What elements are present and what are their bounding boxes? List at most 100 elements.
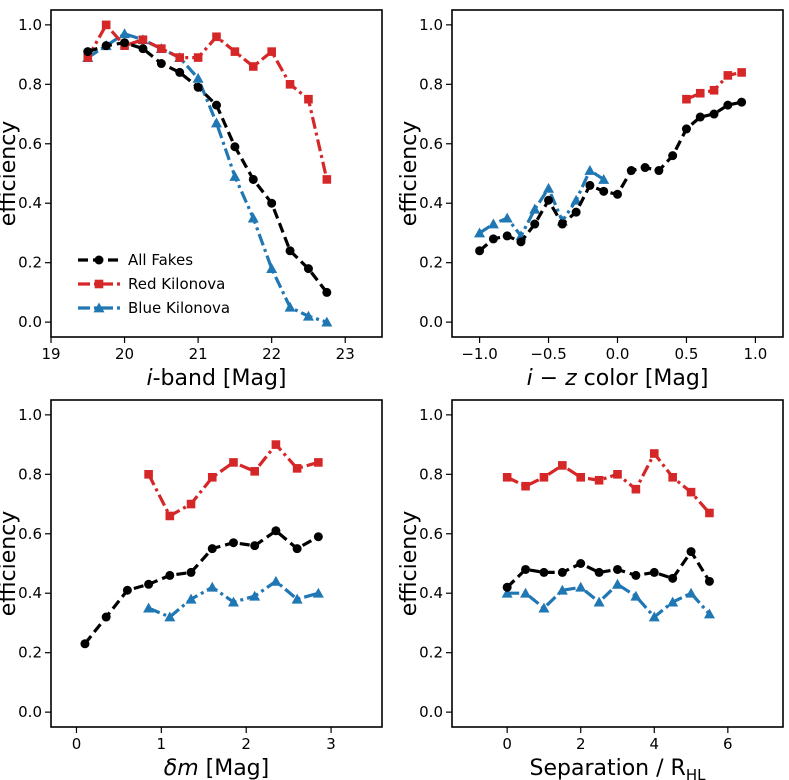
data-point-blue — [529, 203, 541, 214]
data-point-blue — [570, 194, 582, 205]
x-axis-label: i − z color [Mag] — [527, 366, 709, 391]
data-point-all — [539, 567, 549, 577]
data-point-red — [271, 440, 281, 449]
y-tick-label: 0.0 — [419, 313, 443, 331]
series-line-blue — [478, 168, 605, 238]
y-tick-label: 0.4 — [18, 584, 42, 602]
data-point-all — [594, 567, 604, 577]
data-point-all — [80, 639, 90, 649]
y-tick-label: 0.8 — [419, 465, 443, 483]
data-point-all — [530, 219, 540, 229]
series-line-all — [506, 549, 711, 589]
y-tick-label: 0.0 — [18, 703, 42, 721]
data-point-all — [613, 564, 622, 574]
data-point-all — [313, 532, 323, 542]
y-tick-label: 0.8 — [419, 75, 443, 93]
data-point-red — [304, 94, 313, 104]
data-point-all — [723, 100, 733, 110]
data-point-all — [250, 541, 260, 551]
data-point-all — [544, 195, 554, 205]
data-point-red — [212, 32, 221, 42]
legend: All Fakes Red Kilonova Blue Kilonova — [78, 251, 230, 317]
data-point-all — [207, 544, 217, 554]
data-point-all — [502, 231, 512, 241]
data-point-all — [186, 567, 196, 577]
data-point-all — [521, 564, 531, 574]
data-point-red — [695, 88, 705, 98]
data-point-red — [558, 461, 567, 470]
data-point-all — [686, 547, 696, 557]
data-point-all — [285, 246, 295, 256]
data-point-red — [230, 47, 240, 56]
data-point-blue — [119, 28, 131, 39]
data-point-blue — [229, 170, 241, 181]
data-point-red — [285, 80, 295, 89]
axes-frame — [50, 9, 383, 338]
data-point-red — [709, 85, 719, 95]
x-tick-label: 0 — [502, 735, 512, 753]
data-point-blue — [584, 165, 596, 175]
axes-frame — [451, 399, 784, 728]
data-point-red — [737, 68, 746, 77]
data-point-all — [122, 585, 132, 595]
data-point-blue — [685, 587, 697, 598]
data-point-all — [585, 180, 595, 190]
axes-frame — [451, 9, 784, 338]
data-point-all — [631, 570, 641, 580]
y-axis-label: efficiency — [397, 511, 422, 617]
data-point-all — [626, 166, 636, 176]
data-point-blue — [192, 72, 204, 83]
data-point-blue — [164, 611, 176, 622]
data-point-all — [599, 186, 609, 196]
data-point-blue — [302, 310, 314, 321]
y-tick-label: 0.2 — [419, 254, 443, 272]
data-point-blue — [321, 316, 333, 327]
data-point-all — [475, 246, 485, 256]
data-point-red — [631, 484, 641, 494]
x-tick-label: 0.5 — [675, 345, 699, 363]
x-axis-label: i-band [Mag] — [146, 366, 286, 391]
data-point-red — [229, 458, 238, 467]
data-point-all — [654, 166, 664, 176]
y-axis-label: efficiency — [397, 121, 422, 227]
x-axis-label: δm [Mag] — [164, 756, 269, 780]
data-point-blue — [291, 593, 303, 604]
data-point-all — [576, 559, 586, 568]
data-point-blue — [538, 602, 550, 613]
y-tick-label: 0.2 — [419, 644, 443, 662]
legend-marker-red — [94, 279, 104, 289]
x-tick-label: 20 — [115, 345, 134, 363]
data-point-blue — [501, 587, 513, 598]
data-point-all — [271, 526, 281, 536]
subplot-i-band: 19 20 21 22 23 0.0 0.2 0.4 0.6 0.8 1.0 i-band [Mag]… — [0, 9, 383, 391]
data-point-blue — [575, 581, 587, 592]
axes-frame — [50, 399, 383, 728]
data-point-blue — [648, 611, 660, 622]
series-line-red — [506, 451, 711, 515]
data-point-all — [212, 100, 221, 110]
data-point-blue — [284, 301, 296, 312]
data-point-all — [704, 576, 714, 586]
plot-area — [82, 20, 333, 327]
series-line-red — [685, 70, 742, 101]
data-point-blue — [211, 117, 222, 128]
x-tick-label: 4 — [650, 735, 660, 753]
y-axis-label: efficiency — [0, 121, 21, 227]
subplot-delta-m: 0 1 2 3 0.0 0.2 0.4 0.6 0.8 1.0 δm [Mag] efficiency — [0, 399, 383, 780]
data-point-red — [248, 62, 258, 71]
data-point-all — [193, 82, 203, 92]
x-tick-label: 19 — [41, 345, 60, 363]
data-point-red — [686, 487, 696, 497]
data-point-all — [267, 198, 277, 208]
data-point-all — [175, 67, 185, 77]
data-point-red — [521, 481, 530, 491]
legend-label-red: Red Kilonova — [128, 275, 225, 293]
x-tick-label: 22 — [262, 345, 281, 363]
x-tick-label: 21 — [189, 345, 208, 363]
legend-marker-blue — [93, 302, 105, 313]
data-point-red — [594, 475, 604, 485]
y-tick-label: 0.8 — [18, 465, 42, 483]
data-point-all — [571, 207, 581, 217]
series-line-all — [478, 100, 742, 253]
